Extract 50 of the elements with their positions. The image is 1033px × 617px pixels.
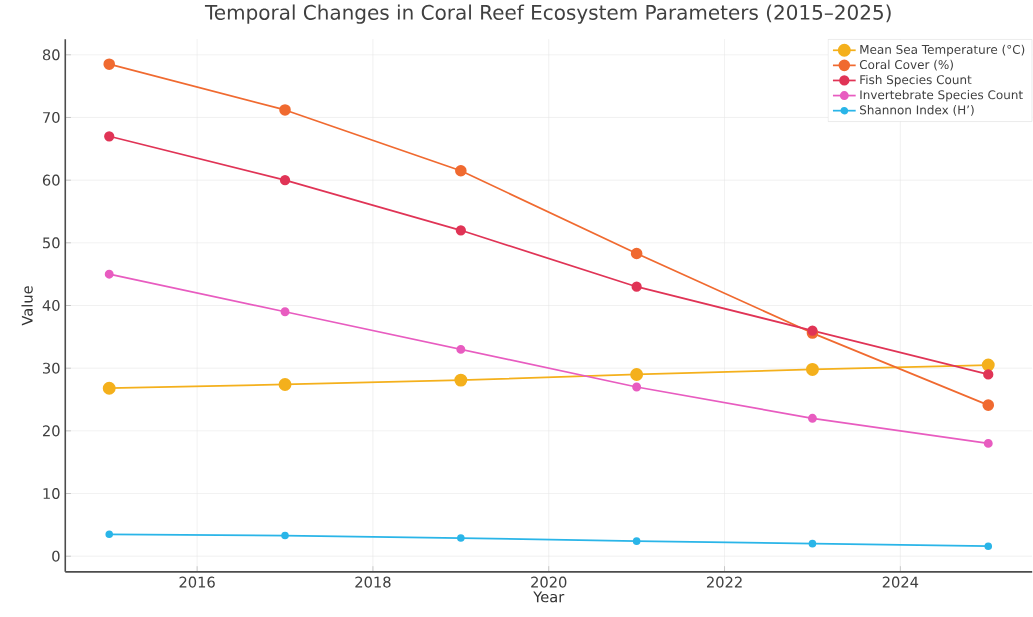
legend-label: Fish Species Count [860,74,972,87]
point [280,307,290,317]
y-tick-label: 40 [42,299,60,311]
point [279,104,291,116]
point [805,362,819,376]
point [455,225,466,236]
x-tick-label: 2024 [882,576,919,588]
point [455,164,467,177]
point [632,537,641,545]
point [631,281,642,292]
point [279,174,291,186]
y-tick-label: 80 [42,49,60,61]
legend-label: Invertebrate Species Count [860,89,1023,102]
y-tick-label: 10 [43,487,60,499]
point [982,399,995,411]
y-tick-label: 60 [42,174,60,186]
point [983,438,993,448]
y-tick-label: 20 [42,425,60,437]
y-tick-label: 0 [52,550,60,562]
y-axis-title: Value [21,286,33,326]
point [103,58,116,70]
legend-label: Shannon Index (H’) [860,105,974,116]
legend-label: Mean Sea Temperature (°C) [860,44,1025,57]
point [281,531,289,540]
point [984,542,993,550]
point [630,247,643,260]
x-axis-title: Year [533,591,565,603]
x-tick-label: 2022 [706,576,742,588]
point [807,413,817,423]
point [104,131,115,142]
point [102,381,116,395]
y-tick-label: 50 [43,237,60,249]
point [456,344,466,354]
y-tick-label: 70 [43,111,60,123]
point [981,358,995,372]
legend-label: Coral Cover (%) [859,59,953,71]
point [808,539,817,548]
point [105,530,114,538]
point [457,534,465,542]
point [104,269,114,279]
point [983,369,994,380]
x-tick-label: 2016 [179,576,215,588]
point [454,373,468,387]
x-tick-label: 2020 [531,576,567,588]
point [630,367,644,381]
point [632,382,642,392]
y-tick-label: 30 [43,362,60,374]
point [278,377,292,391]
x-tick-label: 2018 [355,576,391,588]
chart-title: Temporal Changes in Coral Reef Ecosystem Parameters (2015–2025) [204,4,891,24]
